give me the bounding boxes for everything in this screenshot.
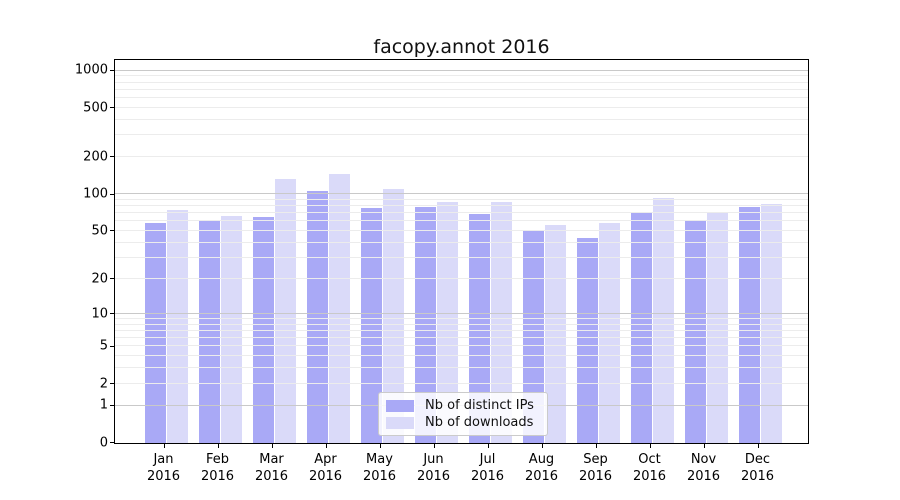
bar-feb-downloads [220,216,242,443]
x-tick-mark [217,444,219,448]
x-tick-label-jan: Jan 2016 [146,452,181,484]
bar-jun-downloads [436,201,458,443]
x-tick-label-sep: Sep 2016 [578,452,613,484]
x-tick-label-jul: Jul 2016 [470,452,505,484]
y-tick-label-200: 200 [83,149,108,165]
legend-swatch [386,400,414,412]
bar-sep-downloads [598,223,620,443]
x-tick-mark [271,444,273,448]
y-tick-label-0: 0 [99,435,108,451]
bar-mar-distinct-ips [252,217,274,443]
x-tick-label-feb: Feb 2016 [200,452,235,484]
x-tick-label-jun: Jun 2016 [416,452,451,484]
y-tick-label-1000: 1000 [74,62,108,78]
bar-nov-distinct-ips [684,219,706,443]
x-tick-label-apr: Apr 2016 [308,452,343,484]
x-tick-mark [703,444,705,448]
legend-entry-downloads: Nb of downloads [386,415,539,431]
bar-dec-distinct-ips [738,207,760,443]
x-tick-mark [325,444,327,448]
y-tick-label-20: 20 [91,271,108,287]
y-tick-label-2: 2 [99,376,108,392]
y-tick-mark [110,345,114,347]
bar-apr-distinct-ips [306,190,328,443]
bar-jun-distinct-ips [414,207,436,443]
bar-may-downloads [382,189,404,443]
x-tick-mark [595,444,597,448]
legend-swatch [386,417,414,429]
legend-label: Nb of distinct IPs [425,398,534,413]
y-tick-mark [110,313,114,315]
y-tick-label-100: 100 [83,186,108,202]
y-tick-mark [110,442,114,444]
x-tick-label-nov: Nov 2016 [686,452,721,484]
bar-dec-downloads [760,203,782,443]
y-tick-mark [110,230,114,232]
bar-apr-downloads [328,173,350,443]
y-tick-label-1: 1 [99,397,108,413]
bar-jan-downloads [166,210,188,443]
bar-mar-downloads [274,178,296,443]
plot-area [114,59,809,444]
bar-nov-downloads [706,211,728,443]
bar-jul-downloads [490,201,512,443]
x-tick-mark [163,444,165,448]
y-tick-mark [110,107,114,109]
y-tick-label-5: 5 [99,338,108,354]
y-tick-mark [110,69,114,71]
y-tick-mark [110,193,114,195]
x-tick-mark [487,444,489,448]
y-tick-mark [110,383,114,385]
bars-layer [115,60,808,443]
x-tick-mark [379,444,381,448]
legend-label: Nb of downloads [425,415,534,430]
x-tick-label-mar: Mar 2016 [254,452,289,484]
y-tick-label-500: 500 [83,100,108,116]
legend-entry-distinct-ips: Nb of distinct IPs [386,398,539,414]
bar-feb-distinct-ips [198,220,220,443]
x-tick-mark [541,444,543,448]
x-tick-mark [433,444,435,448]
x-tick-label-aug: Aug 2016 [524,452,559,484]
y-tick-label-50: 50 [91,223,108,239]
x-tick-label-may: May 2016 [362,452,397,484]
legend: Nb of distinct IPs Nb of downloads [378,392,548,436]
bar-aug-downloads [544,225,566,443]
x-tick-label-dec: Dec 2016 [740,452,775,484]
x-tick-mark [649,444,651,448]
x-tick-mark [757,444,759,448]
chart-title: facopy.annot 2016 [373,36,550,58]
bar-jan-distinct-ips [144,223,166,443]
y-tick-label-10: 10 [91,306,108,321]
bar-oct-distinct-ips [630,213,652,443]
bar-sep-distinct-ips [576,237,598,443]
bar-may-distinct-ips [360,208,382,443]
y-tick-mark [110,156,114,158]
y-tick-mark [110,278,114,280]
bar-jul-distinct-ips [468,213,490,443]
y-tick-mark [110,404,114,407]
bar-oct-downloads [652,198,674,443]
bar-aug-distinct-ips [522,231,544,443]
x-tick-label-oct: Oct 2016 [632,452,667,484]
